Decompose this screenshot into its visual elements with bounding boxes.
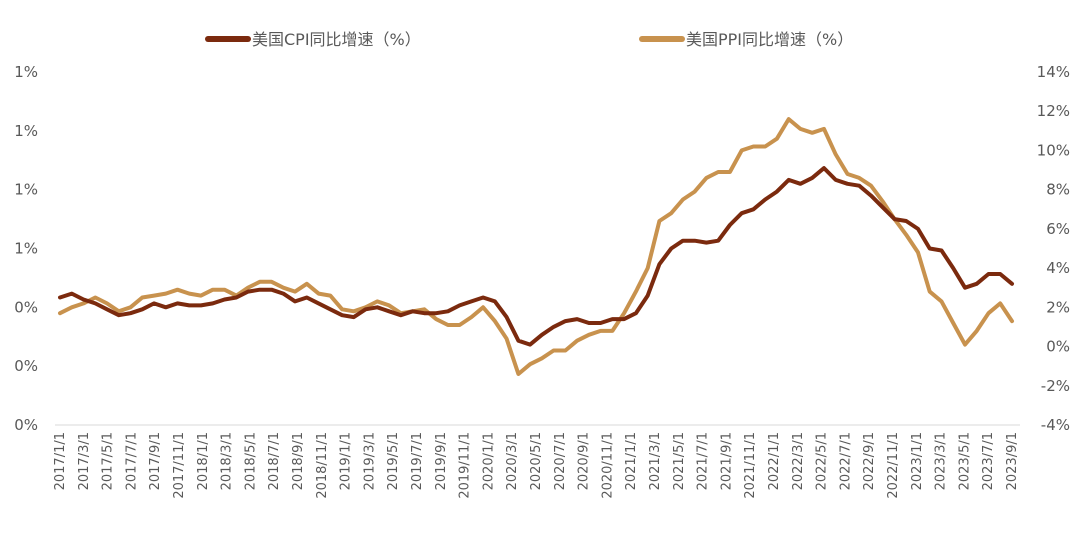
x-tick-label: 2022/11/1	[886, 432, 901, 499]
right-tick-label: 6%	[1046, 220, 1070, 238]
x-tick-label: 2020/1/1	[481, 432, 496, 490]
legend-label-ppi: 美国PPI同比增速（%）	[686, 30, 853, 49]
x-tick-label: 2017/9/1	[148, 432, 163, 490]
x-tick-label: 2018/5/1	[243, 432, 258, 490]
legend-label-cpi: 美国CPI同比增速（%）	[252, 30, 421, 49]
series-line-cpi	[58, 166, 1014, 347]
x-tick-label: 2020/5/1	[529, 432, 544, 490]
right-tick-label: 12%	[1037, 102, 1070, 120]
x-tick-label: 2017/3/1	[77, 432, 92, 490]
x-tick-label: 2023/9/1	[1005, 432, 1020, 490]
x-axis: 2017/1/1 2017/3/1 2017/5/1 2017/7/1 2017/9/1…	[53, 432, 1020, 499]
left-tick-label: 0%	[14, 416, 38, 434]
x-tick-label: 2020/3/1	[505, 432, 520, 490]
x-tick-label: 2018/1/1	[196, 432, 211, 490]
x-tick-label: 2022/1/1	[767, 432, 782, 490]
x-tick-label: 2017/5/1	[101, 432, 116, 490]
x-tick-label: 2017/11/1	[172, 432, 187, 499]
x-tick-label: 2020/11/1	[600, 432, 615, 499]
x-tick-label: 2019/7/1	[410, 432, 425, 490]
left-tick-label: 1%	[14, 240, 38, 258]
x-tick-label: 2021/9/1	[719, 432, 734, 490]
x-tick-label: 2019/11/1	[458, 432, 473, 499]
right-tick-label: 2%	[1046, 298, 1070, 316]
x-tick-label: 2020/9/1	[577, 432, 592, 490]
right-tick-label: 10%	[1037, 141, 1070, 159]
right-tick-label: 14%	[1037, 63, 1070, 81]
right-tick-label: -4%	[1041, 416, 1070, 434]
x-tick-label: 2017/7/1	[124, 432, 139, 490]
left-tick-label: 1%	[14, 63, 38, 81]
right-tick-label: 4%	[1046, 259, 1070, 277]
x-tick-label: 2023/3/1	[934, 432, 949, 490]
x-tick-label: 2017/1/1	[53, 432, 68, 490]
x-tick-label: 2018/11/1	[315, 432, 330, 499]
x-tick-label: 2018/3/1	[220, 432, 235, 490]
x-tick-label: 2018/9/1	[291, 432, 306, 490]
x-tick-label: 2021/3/1	[648, 432, 663, 490]
right-tick-label: 8%	[1046, 181, 1070, 199]
x-tick-label: 2021/7/1	[696, 432, 711, 490]
x-tick-label: 2019/9/1	[434, 432, 449, 490]
right-tick-label: 0%	[1046, 338, 1070, 356]
right-axis: -4% -2% 0% 2% 4% 6% 8% 10% 12% 14%	[1037, 63, 1070, 434]
x-tick-label: 2023/1/1	[910, 432, 925, 490]
left-axis: 0% 0% 0% 1% 1% 1% 1%	[14, 63, 38, 434]
x-tick-label: 2022/5/1	[815, 432, 830, 490]
series-line-ppi	[58, 117, 1014, 376]
x-tick-label: 2019/5/1	[386, 432, 401, 490]
x-tick-label: 2022/9/1	[862, 432, 877, 490]
x-tick-label: 2022/7/1	[838, 432, 853, 490]
x-tick-label: 2019/3/1	[362, 432, 377, 490]
left-tick-label: 1%	[14, 122, 38, 140]
series-layer	[58, 117, 1014, 376]
x-tick-label: 2023/7/1	[981, 432, 996, 490]
x-tick-label: 2020/7/1	[553, 432, 568, 490]
left-tick-label: 1%	[14, 181, 38, 199]
x-tick-label: 2021/5/1	[672, 432, 687, 490]
x-tick-label: 2021/11/1	[743, 432, 758, 499]
right-tick-label: -2%	[1041, 377, 1070, 395]
x-tick-label: 2022/3/1	[791, 432, 806, 490]
x-tick-label: 2021/1/1	[624, 432, 639, 490]
x-tick-label: 2019/1/1	[339, 432, 354, 490]
legend: 美国CPI同比增速（%） 美国PPI同比增速（%）	[205, 30, 853, 49]
x-tick-label: 2018/7/1	[267, 432, 282, 490]
left-tick-label: 0%	[14, 298, 38, 316]
x-tick-label: 2023/5/1	[957, 432, 972, 490]
left-tick-label: 0%	[14, 357, 38, 375]
